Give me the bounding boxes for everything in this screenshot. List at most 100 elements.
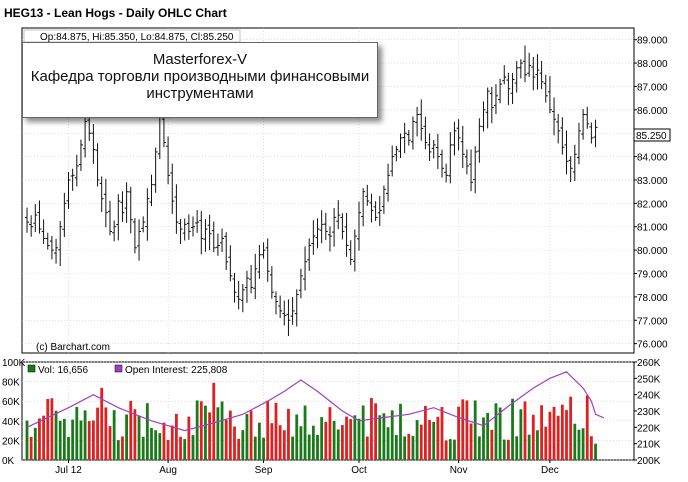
volume-bar: [552, 406, 556, 460]
volume-bar: [590, 436, 593, 460]
volume-bar: [116, 440, 120, 460]
volume-bar: [241, 430, 245, 460]
ohlc-bar: [576, 122, 581, 165]
volume-bar: [548, 411, 552, 460]
watermark-line-3: инструментами: [146, 85, 254, 102]
volume-bar: [195, 400, 199, 460]
open-interest-legend-swatch: [114, 364, 123, 373]
open-interest-axis: 200K 210K 220K 230K 240K 250K 260K: [634, 358, 661, 467]
volume-bar: [50, 398, 54, 460]
price-tick-label: 78.000: [637, 293, 668, 304]
volume-bar: [486, 412, 490, 460]
ohlc-bar: [410, 116, 415, 150]
volume-bar: [204, 405, 207, 460]
volume-bar: [262, 437, 265, 460]
volume-bar: [274, 402, 278, 460]
volume-bar: [490, 429, 494, 460]
ohlc-bar: [452, 121, 457, 156]
volume-bar: [573, 423, 577, 460]
volume-bar: [353, 415, 357, 460]
volume-bar: [245, 413, 249, 460]
volume-bar: [287, 408, 290, 460]
ohlc-bar: [269, 266, 274, 299]
ohlc-bar: [568, 156, 573, 182]
volume-bar: [444, 440, 448, 460]
volume-bar: [199, 401, 203, 460]
ohlc-bar: [344, 212, 349, 257]
ohlc-bar: [78, 139, 83, 171]
volume-bar: [233, 426, 236, 460]
volume-bar: [87, 421, 91, 460]
volume-bar: [527, 434, 531, 460]
volume-bar: [328, 407, 332, 460]
ohlc-bar: [315, 218, 320, 249]
volume-bar: [399, 403, 402, 460]
volume-bar: [370, 398, 373, 460]
volume-bar: [519, 409, 523, 460]
volume-bar: [25, 420, 29, 460]
volume-bar: [569, 396, 573, 460]
ohlc-bar: [66, 171, 71, 209]
volume-bar: [183, 439, 187, 460]
ohlc-bar: [191, 216, 195, 237]
x-tick-label: Oct: [351, 465, 367, 476]
ohlc-bar: [531, 57, 536, 91]
ohlc-bar: [253, 253, 258, 300]
volume-bar: [511, 398, 514, 460]
ohlc-bar: [448, 132, 453, 184]
volume-bar: [544, 426, 548, 460]
volume-bar: [137, 415, 141, 460]
price-tick-label: 86.000: [637, 106, 668, 117]
ohlc-bar: [91, 124, 96, 164]
ohlc-bar: [589, 122, 594, 144]
ohlc-bar: [535, 54, 540, 90]
price-tick-label: 81.000: [637, 223, 668, 234]
volume-bar: [407, 433, 411, 460]
volume-bar: [92, 420, 95, 460]
ohlc-bar: [244, 270, 249, 303]
volume-legend-swatch: [27, 364, 36, 373]
volume-bar: [345, 416, 348, 460]
volume-bar: [162, 422, 166, 460]
volume-bar: [336, 429, 340, 460]
ohlc-bar: [149, 174, 154, 207]
volume-bar: [465, 400, 469, 460]
volume-bar: [316, 434, 319, 460]
volume-tick-label: 80K: [2, 378, 20, 389]
watermark-line-2: Кафедра торговли производными финансовым…: [30, 68, 370, 85]
ohlc-bar: [398, 133, 403, 159]
ohlc-bar: [186, 214, 191, 240]
ohlc-bar: [444, 163, 449, 183]
open-interest-legend: Open Interest: 225,808: [125, 365, 228, 376]
ohlc-bar: [128, 186, 133, 234]
ohlc-bar: [406, 130, 411, 146]
ohlc-bar: [166, 136, 171, 185]
volume-bar: [507, 439, 510, 460]
volume-bar: [295, 414, 299, 460]
volume-bar: [432, 421, 436, 460]
volume-bar: [365, 436, 369, 460]
watermark-line-1: Masterforex-V: [152, 51, 248, 68]
volume-bar: [453, 439, 456, 460]
ohlc-bar: [120, 191, 125, 222]
ohlc-bar: [386, 163, 391, 202]
volume-bar: [585, 395, 589, 460]
volume-bar: [515, 436, 519, 460]
ohlc-bar: [298, 268, 303, 299]
ohlc-bar: [348, 240, 353, 265]
ohlc-bar: [593, 119, 598, 148]
ohlc-bar: [290, 297, 295, 325]
volume-bar: [403, 436, 407, 460]
volume-bar: [299, 426, 303, 460]
ohlc-bar: [518, 59, 523, 79]
price-tick-label: 82.000: [637, 199, 668, 210]
open-interest-line: [26, 371, 605, 432]
volume-bar: [378, 415, 382, 460]
volume-bar: [141, 436, 145, 460]
ohlc-bar: [402, 122, 407, 154]
ohlc-bar: [70, 168, 75, 191]
ohlc-bar: [514, 60, 519, 93]
volume-bar: [332, 420, 336, 460]
price-tick-label: 89.000: [637, 36, 668, 47]
ohlc-bar: [132, 218, 137, 254]
